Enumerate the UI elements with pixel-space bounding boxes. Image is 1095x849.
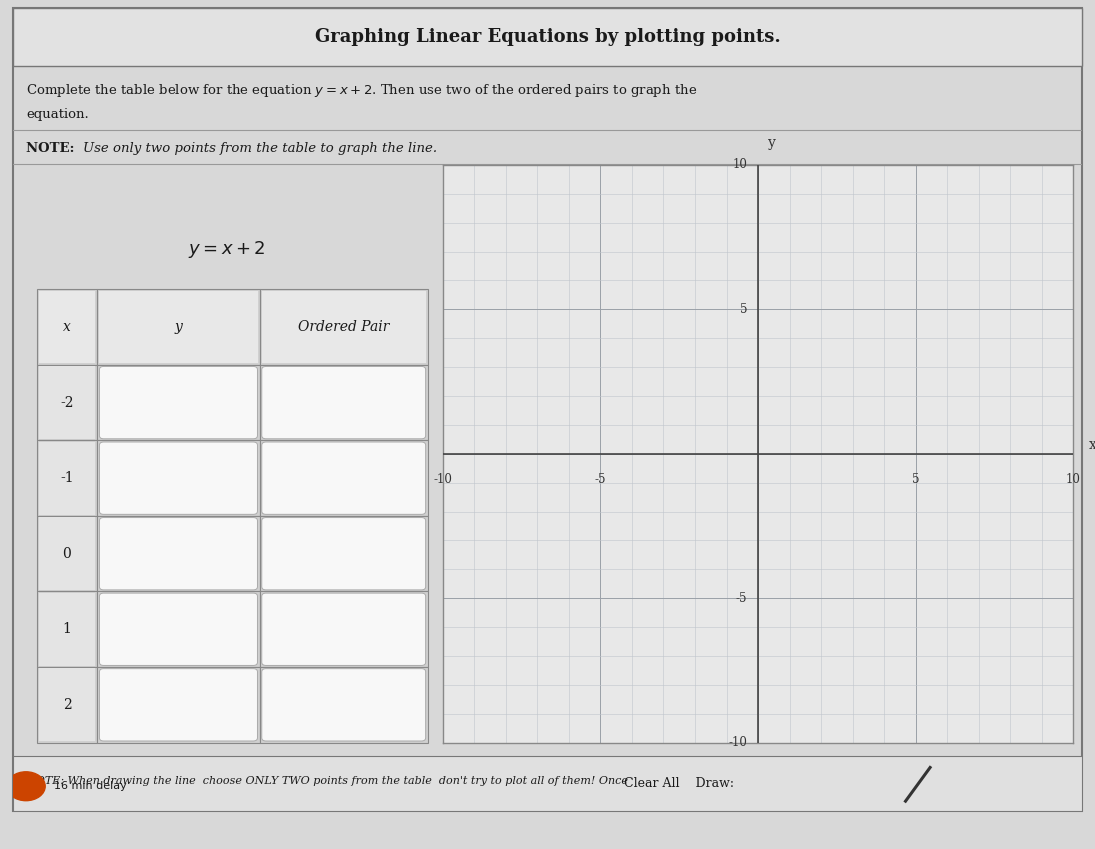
Text: Use only two points from the table to graph the line.: Use only two points from the table to gr… [82, 142, 437, 155]
Text: NOTE: When drawing the line  choose ONLY TWO points from the table  don't try to: NOTE: When drawing the line choose ONLY … [26, 776, 627, 786]
Circle shape [7, 772, 45, 801]
FancyBboxPatch shape [36, 592, 97, 667]
Text: y: y [174, 320, 183, 334]
Text: 5: 5 [912, 473, 920, 486]
Text: 16 min delay: 16 min delay [54, 781, 127, 791]
FancyBboxPatch shape [36, 441, 97, 516]
Text: 5: 5 [739, 303, 747, 316]
FancyBboxPatch shape [100, 518, 257, 590]
FancyBboxPatch shape [100, 367, 257, 439]
FancyBboxPatch shape [38, 441, 95, 514]
Text: 0: 0 [62, 547, 71, 560]
FancyBboxPatch shape [260, 441, 428, 516]
FancyBboxPatch shape [38, 290, 95, 363]
FancyBboxPatch shape [260, 516, 428, 592]
FancyBboxPatch shape [100, 669, 257, 741]
FancyBboxPatch shape [100, 290, 257, 363]
FancyBboxPatch shape [36, 516, 97, 592]
FancyBboxPatch shape [97, 441, 260, 516]
FancyBboxPatch shape [36, 365, 97, 441]
Text: NOTE:: NOTE: [26, 142, 79, 155]
Text: -5: -5 [736, 592, 747, 604]
FancyBboxPatch shape [260, 592, 428, 667]
FancyBboxPatch shape [97, 592, 260, 667]
Text: 10: 10 [733, 159, 747, 171]
FancyBboxPatch shape [262, 518, 426, 590]
FancyBboxPatch shape [97, 290, 260, 365]
Text: x: x [64, 320, 71, 334]
Text: 10: 10 [1065, 473, 1081, 486]
Text: -2: -2 [60, 396, 73, 409]
FancyBboxPatch shape [38, 593, 95, 666]
Text: x: x [1090, 438, 1095, 453]
FancyBboxPatch shape [97, 516, 260, 592]
FancyBboxPatch shape [38, 668, 95, 741]
Text: equation.: equation. [26, 108, 89, 121]
FancyBboxPatch shape [100, 593, 257, 666]
FancyBboxPatch shape [260, 290, 428, 365]
FancyBboxPatch shape [36, 667, 97, 743]
FancyBboxPatch shape [97, 667, 260, 743]
FancyBboxPatch shape [13, 756, 1082, 811]
Text: 2: 2 [62, 698, 71, 711]
Text: -10: -10 [434, 473, 452, 486]
Text: -10: -10 [728, 736, 747, 749]
FancyBboxPatch shape [262, 442, 426, 514]
FancyBboxPatch shape [262, 290, 426, 363]
Text: -1: -1 [60, 471, 73, 485]
FancyBboxPatch shape [262, 669, 426, 741]
Text: y: y [769, 137, 776, 150]
Text: Ordered Pair: Ordered Pair [298, 320, 390, 334]
Text: Complete the table below for the equation $y = x + 2$. Then use two of the order: Complete the table below for the equatio… [26, 82, 698, 98]
FancyBboxPatch shape [262, 593, 426, 666]
FancyBboxPatch shape [38, 517, 95, 590]
FancyBboxPatch shape [100, 442, 257, 514]
Text: -5: -5 [595, 473, 607, 486]
Text: 1: 1 [62, 622, 71, 636]
FancyBboxPatch shape [260, 365, 428, 441]
FancyBboxPatch shape [262, 367, 426, 439]
FancyBboxPatch shape [97, 365, 260, 441]
FancyBboxPatch shape [13, 8, 1082, 66]
FancyBboxPatch shape [38, 366, 95, 439]
FancyBboxPatch shape [36, 290, 97, 365]
FancyBboxPatch shape [260, 667, 428, 743]
Text: Graphing Linear Equations by plotting points.: Graphing Linear Equations by plotting po… [314, 28, 781, 47]
Text: Clear All    Draw:: Clear All Draw: [624, 777, 735, 790]
Text: $y = x + 2$: $y = x + 2$ [188, 239, 266, 260]
